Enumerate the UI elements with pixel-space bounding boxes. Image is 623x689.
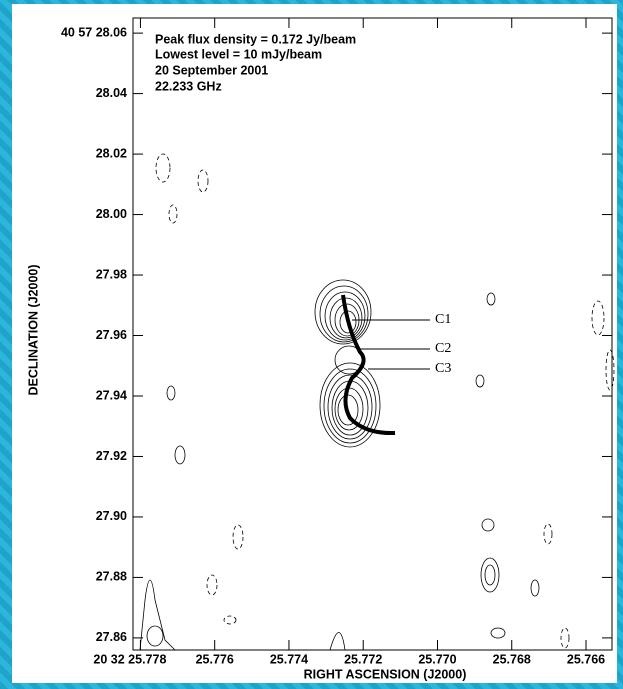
y-tick-label: 27.90 [96, 509, 127, 523]
annotation: 20 September 2001 [155, 63, 268, 77]
x-tick-label: 25.770 [418, 652, 456, 666]
annotation: Lowest level = 10 mJy/beam [155, 47, 322, 61]
component-label: C1 [435, 312, 451, 327]
y-tick-label: 28.00 [96, 207, 127, 221]
y-tick-label: 27.94 [96, 388, 127, 402]
x-tick-label: 25.768 [493, 652, 531, 666]
y-tick-label: 27.96 [96, 328, 127, 342]
x-tick-label: 25.776 [196, 652, 234, 666]
y-tick-label: 40 57 28.06 [61, 25, 127, 39]
y-axis-label: DECLINATION (J2000) [26, 264, 40, 395]
y-tick-label: 27.86 [96, 630, 127, 644]
annotation: 22.233 GHz [155, 79, 222, 93]
annotation: Peak flux density = 0.172 Jy/beam [155, 32, 356, 46]
y-tick-label: 28.04 [96, 86, 127, 100]
chart: C1 C2 C3 Peak flux density = 0.172 Jy/be… [0, 0, 623, 689]
x-tick-label: 25.774 [270, 652, 308, 666]
component-label: C3 [435, 361, 451, 376]
x-tick-label: 25.772 [344, 652, 382, 666]
y-tick-label: 28.02 [96, 146, 127, 160]
page: C1 C2 C3 Peak flux density = 0.172 Jy/be… [0, 0, 623, 689]
x-tick-label: 20 32 25.778 [93, 652, 166, 666]
y-tick-label: 27.98 [96, 267, 127, 281]
x-axis-label: RIGHT ASCENSION (J2000) [304, 667, 467, 681]
x-tick-label: 25.766 [567, 652, 605, 666]
y-tick-label: 27.88 [96, 570, 127, 584]
y-tick-label: 27.92 [96, 449, 127, 463]
component-label: C2 [435, 341, 451, 356]
